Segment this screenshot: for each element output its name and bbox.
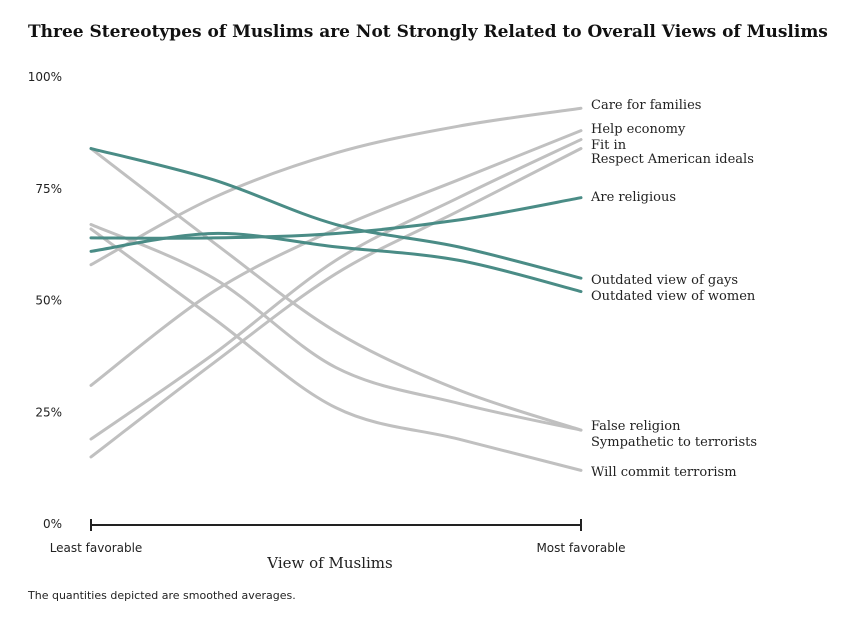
y-tick-label: 75% — [35, 182, 62, 196]
chart-title: Three Stereotypes of Muslims are Not Str… — [28, 22, 828, 42]
series-line-will-commit-terrorism — [89, 227, 583, 472]
end-label-care-for-families: Care for families — [591, 98, 701, 113]
series-line-false-religion — [89, 147, 583, 432]
chart-note: The quantities depicted are smoothed ave… — [27, 589, 296, 602]
y-tick-label: 25% — [35, 405, 62, 419]
end-label-help-economy: Help economy — [591, 122, 686, 137]
end-label-sympathetic-to-terrorists: Sympathetic to terrorists — [591, 435, 757, 450]
series-line-care-for-families — [89, 106, 583, 267]
end-label-outdated-view-of-women: Outdated view of women — [591, 289, 756, 304]
x-axis-label: View of Muslims — [266, 554, 392, 572]
x-axis: Least favorable Most favorable View of M… — [50, 519, 626, 572]
series-line-outdated-view-of-gays — [89, 147, 583, 280]
end-label-respect-american-ideals: Respect American ideals — [591, 152, 754, 167]
end-label-will-commit-terrorism: Will commit terrorism — [591, 465, 737, 480]
series-lines — [89, 106, 583, 472]
series-line-fit-in — [89, 138, 583, 441]
end-label-outdated-view-of-gays: Outdated view of gays — [591, 273, 738, 288]
y-axis: 0% 25% 50% 75% 100% — [28, 70, 62, 531]
series-line-outdated-view-of-women — [89, 231, 583, 294]
series-line-sympathetic-to-terrorists — [89, 223, 583, 432]
x-tick-label-left: Least favorable — [50, 541, 143, 555]
end-label-are-religious: Are religious — [590, 190, 676, 205]
x-tick-label-right: Most favorable — [536, 541, 625, 555]
end-label-false-religion: False religion — [591, 419, 681, 434]
series-line-help-economy — [89, 129, 583, 387]
y-tick-label: 50% — [35, 294, 62, 308]
series-line-respect-american-ideals — [89, 147, 583, 459]
y-tick-label: 100% — [28, 70, 62, 84]
end-label-fit-in: Fit in — [591, 138, 627, 153]
y-tick-label: 0% — [43, 517, 62, 531]
